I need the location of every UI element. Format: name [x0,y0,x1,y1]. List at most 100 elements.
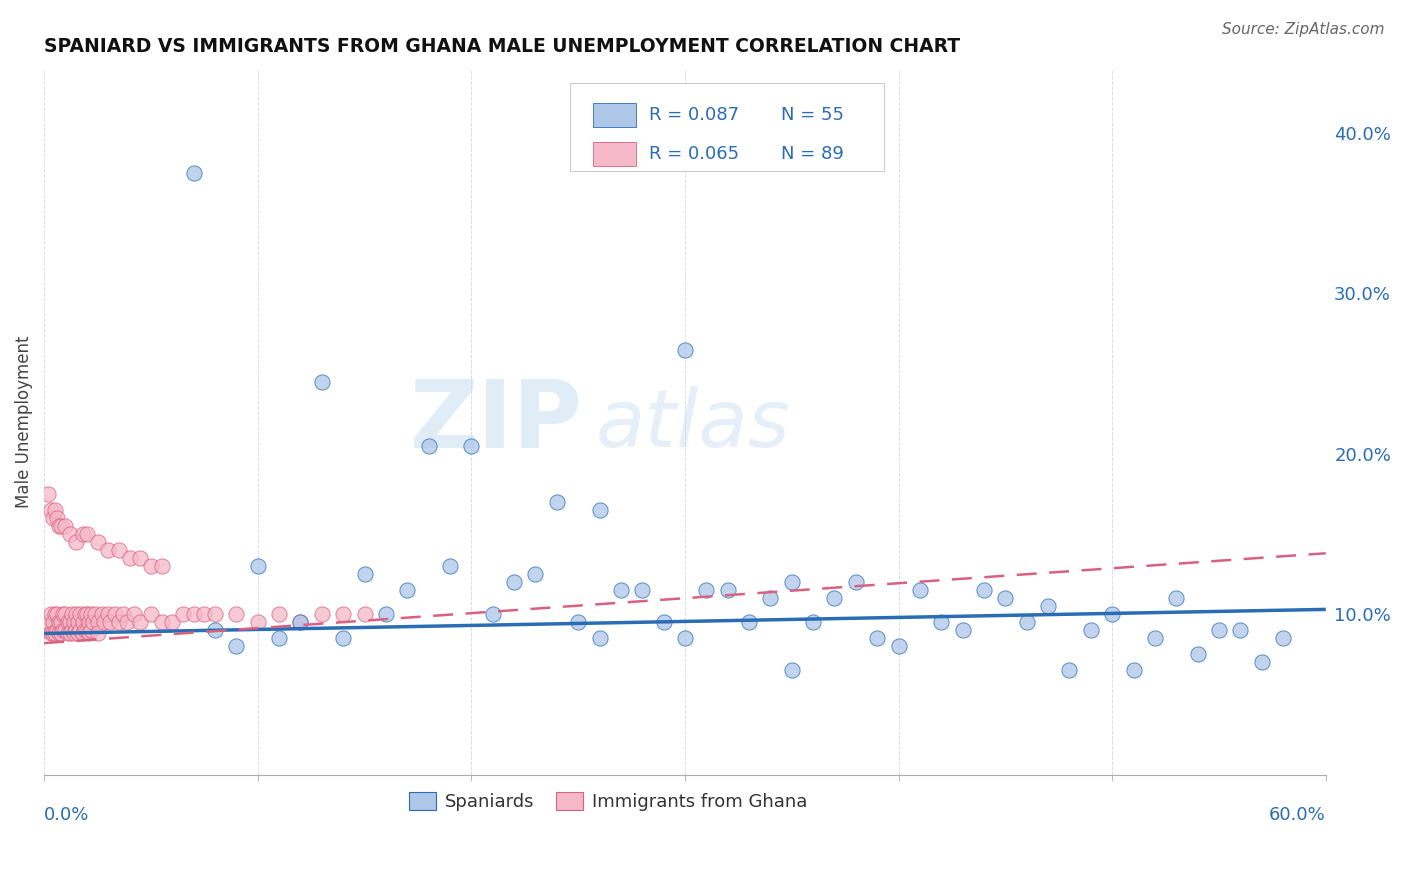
Point [63,615,86,630]
Text: R = 0.065: R = 0.065 [650,145,740,162]
Text: R = 0.087: R = 0.087 [650,106,740,124]
Point [396,583,419,598]
Point [82,615,104,630]
Point [1080,624,1102,638]
Point [69,624,91,638]
Point [86,535,108,549]
Point [48,615,70,630]
Point [183,166,205,180]
Point [98,615,121,630]
Text: atlas: atlas [595,386,790,465]
Point [952,624,974,638]
Point [86,615,108,630]
Point [72,527,94,541]
Point [204,624,226,638]
Point [60,607,83,622]
Point [824,591,846,606]
Point [55,607,77,622]
Point [1208,624,1230,638]
Point [69,607,91,622]
Point [801,615,824,630]
Point [503,575,526,590]
Point [77,626,100,640]
Point [887,640,910,654]
Point [59,527,82,541]
Point [73,607,96,622]
Point [845,575,868,590]
Point [929,615,952,630]
Point [994,591,1017,606]
Point [588,632,610,646]
Point [122,607,145,622]
Point [77,615,100,630]
Point [73,624,96,638]
Point [973,583,995,598]
Point [45,624,67,638]
FancyBboxPatch shape [593,103,637,127]
Point [44,503,66,517]
Point [150,559,173,574]
Text: 60.0%: 60.0% [1270,806,1326,824]
Point [353,607,375,622]
Point [41,511,63,525]
Point [51,626,73,640]
Point [76,607,98,622]
Point [112,607,135,622]
Point [695,583,717,598]
Point [1036,599,1059,614]
Point [97,543,120,558]
Point [67,615,90,630]
Point [162,615,184,630]
Y-axis label: Male Unemployment: Male Unemployment [15,335,32,508]
Point [567,615,589,630]
Point [51,519,73,533]
Point [45,607,67,622]
Point [56,626,79,640]
Point [290,615,312,630]
Point [80,624,103,638]
Point [55,624,77,638]
Point [460,439,482,453]
Point [1015,615,1038,630]
Point [225,607,247,622]
Point [44,626,66,640]
Text: N = 89: N = 89 [782,145,844,162]
Point [172,607,194,622]
Point [150,615,173,630]
Point [1187,648,1209,662]
Point [759,591,782,606]
FancyBboxPatch shape [593,142,637,166]
Point [60,624,83,638]
Point [418,439,440,453]
Point [866,632,889,646]
Point [76,624,98,638]
Point [1166,591,1188,606]
Point [104,607,127,622]
Point [267,632,290,646]
Point [97,607,120,622]
Point [52,624,75,638]
Point [780,663,803,677]
Text: Source: ZipAtlas.com: Source: ZipAtlas.com [1222,22,1385,37]
Point [39,626,62,640]
Point [374,607,396,622]
Point [1101,607,1123,622]
Point [139,559,162,574]
Point [183,607,205,622]
Point [108,543,131,558]
Point [246,615,269,630]
Point [76,527,98,541]
Point [524,567,547,582]
Legend: Spaniards, Immigrants from Ghana: Spaniards, Immigrants from Ghana [402,785,814,819]
Point [84,607,107,622]
Text: N = 55: N = 55 [782,106,844,124]
Point [67,626,90,640]
Point [65,607,87,622]
Point [48,626,70,640]
Point [588,503,610,517]
Point [37,487,59,501]
Point [72,615,94,630]
Point [59,626,82,640]
Point [117,615,139,630]
Text: 0.0%: 0.0% [44,806,90,824]
